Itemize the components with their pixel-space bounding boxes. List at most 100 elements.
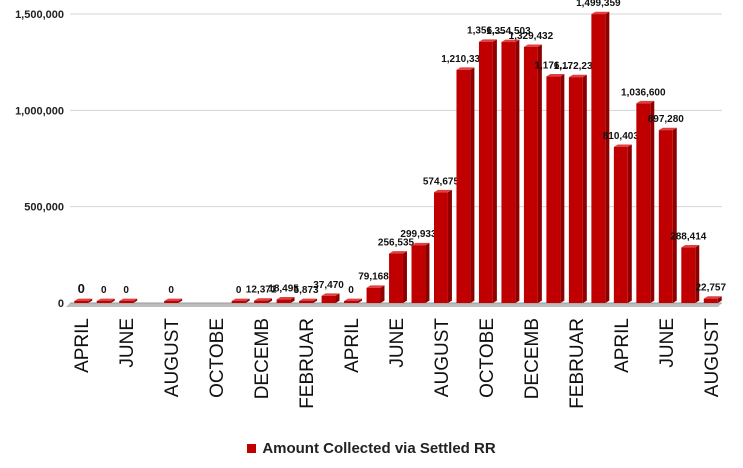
bar xyxy=(164,301,179,303)
bar-side xyxy=(537,44,542,303)
bar-side xyxy=(492,39,497,304)
bar xyxy=(389,253,403,303)
data-label: 1,176,… xyxy=(534,60,572,71)
data-label: 0 xyxy=(101,285,107,296)
bar-top xyxy=(523,44,542,47)
x-tick-label: DECEMB xyxy=(252,318,273,399)
data-label: 1,356,… xyxy=(467,26,505,37)
data-label: 0 xyxy=(78,281,85,296)
x-tick-label: FEBRUAR xyxy=(567,318,588,409)
bar-top xyxy=(321,293,340,296)
x-tick-label: JUNE xyxy=(387,318,408,368)
data-label: 0 xyxy=(123,285,129,296)
bar xyxy=(366,287,381,303)
bar xyxy=(321,295,336,303)
bar-side xyxy=(582,74,587,304)
data-label: 79,168 xyxy=(358,272,389,283)
data-label: 299,933 xyxy=(400,229,437,240)
bar xyxy=(344,301,359,303)
bar xyxy=(658,130,673,303)
bar-top xyxy=(456,67,475,70)
bar-top xyxy=(366,285,385,288)
bar-top xyxy=(568,74,587,78)
bar-top xyxy=(591,11,610,15)
x-tick-label: DECEMB xyxy=(522,318,543,399)
bar-top xyxy=(433,189,452,193)
bar xyxy=(119,301,134,303)
bar-top xyxy=(344,298,363,301)
y-tick-label: 1,500,000 xyxy=(15,9,64,21)
bar xyxy=(456,69,471,303)
data-label: 288,414 xyxy=(670,231,707,242)
data-label: 1,499,359 xyxy=(576,0,621,9)
bar xyxy=(96,301,111,303)
x-tick-label: APRIL xyxy=(342,318,363,373)
bar-side xyxy=(650,100,655,303)
bar-top xyxy=(658,127,677,131)
x-tick-label: JUNE xyxy=(657,318,678,368)
x-tick-label: AUGUST xyxy=(702,318,723,398)
bar-side xyxy=(447,189,452,303)
data-label: 18,495 xyxy=(268,283,299,294)
bar xyxy=(568,77,583,303)
bar-top xyxy=(74,298,93,301)
x-tick-label: JUNE xyxy=(117,318,138,368)
bar-side xyxy=(515,39,520,304)
bar-top xyxy=(478,39,497,42)
y-tick-label: 0 xyxy=(58,298,64,310)
bar xyxy=(74,301,89,303)
bar-top xyxy=(636,100,655,104)
bar-top xyxy=(299,298,318,301)
data-label: 0 xyxy=(168,285,174,296)
bar-top xyxy=(164,298,183,301)
data-label: 1,210,335 xyxy=(441,54,486,65)
y-tick-label: 500,000 xyxy=(24,202,64,214)
bar-side xyxy=(605,11,610,303)
bar-side xyxy=(290,297,295,303)
bar xyxy=(523,46,538,304)
bar-top xyxy=(411,242,430,246)
bar xyxy=(613,146,628,303)
x-tick-label: APRIL xyxy=(612,318,633,373)
bar-side xyxy=(560,74,565,303)
data-label: 810,403 xyxy=(603,131,640,142)
data-label: 0 xyxy=(348,285,354,296)
data-label: 1,354,503 xyxy=(486,26,531,37)
x-tick-label: OCTOBE xyxy=(477,318,498,398)
bar-side xyxy=(245,298,250,303)
x-tick-label: APRIL xyxy=(72,318,93,373)
bar-side xyxy=(470,67,475,304)
bar xyxy=(411,245,426,303)
bar-side xyxy=(88,298,93,303)
bar-side xyxy=(695,245,700,303)
bar-side xyxy=(335,293,340,303)
x-tick-label: OCTOBE xyxy=(207,318,228,398)
bar xyxy=(276,299,291,303)
data-label: 0 xyxy=(236,285,242,296)
bar-top xyxy=(389,251,407,254)
bar-side xyxy=(358,298,363,303)
bar-top xyxy=(681,245,700,248)
bar xyxy=(636,103,651,303)
bar-top xyxy=(546,74,565,77)
bar-top xyxy=(231,298,250,301)
bar xyxy=(681,247,696,303)
bar-side xyxy=(627,144,632,303)
data-label: 5,873 xyxy=(294,285,319,296)
bar-top xyxy=(96,298,115,301)
y-tick-label: 1,000,000 xyxy=(15,105,64,117)
bar-top xyxy=(501,39,520,43)
bar-side xyxy=(268,298,273,303)
x-tick-label: AUGUST xyxy=(162,318,183,398)
legend-swatch xyxy=(247,443,257,453)
legend-label: Amount Collected via Settled RR xyxy=(262,440,496,457)
bar-top xyxy=(703,296,722,299)
data-label: 22,757 xyxy=(695,283,726,294)
data-label: 1,329,432 xyxy=(509,31,554,42)
x-tick-label: AUGUST xyxy=(432,318,453,398)
bar-side xyxy=(402,251,407,303)
data-label: 574,675 xyxy=(423,176,460,187)
bar-top xyxy=(254,298,273,301)
